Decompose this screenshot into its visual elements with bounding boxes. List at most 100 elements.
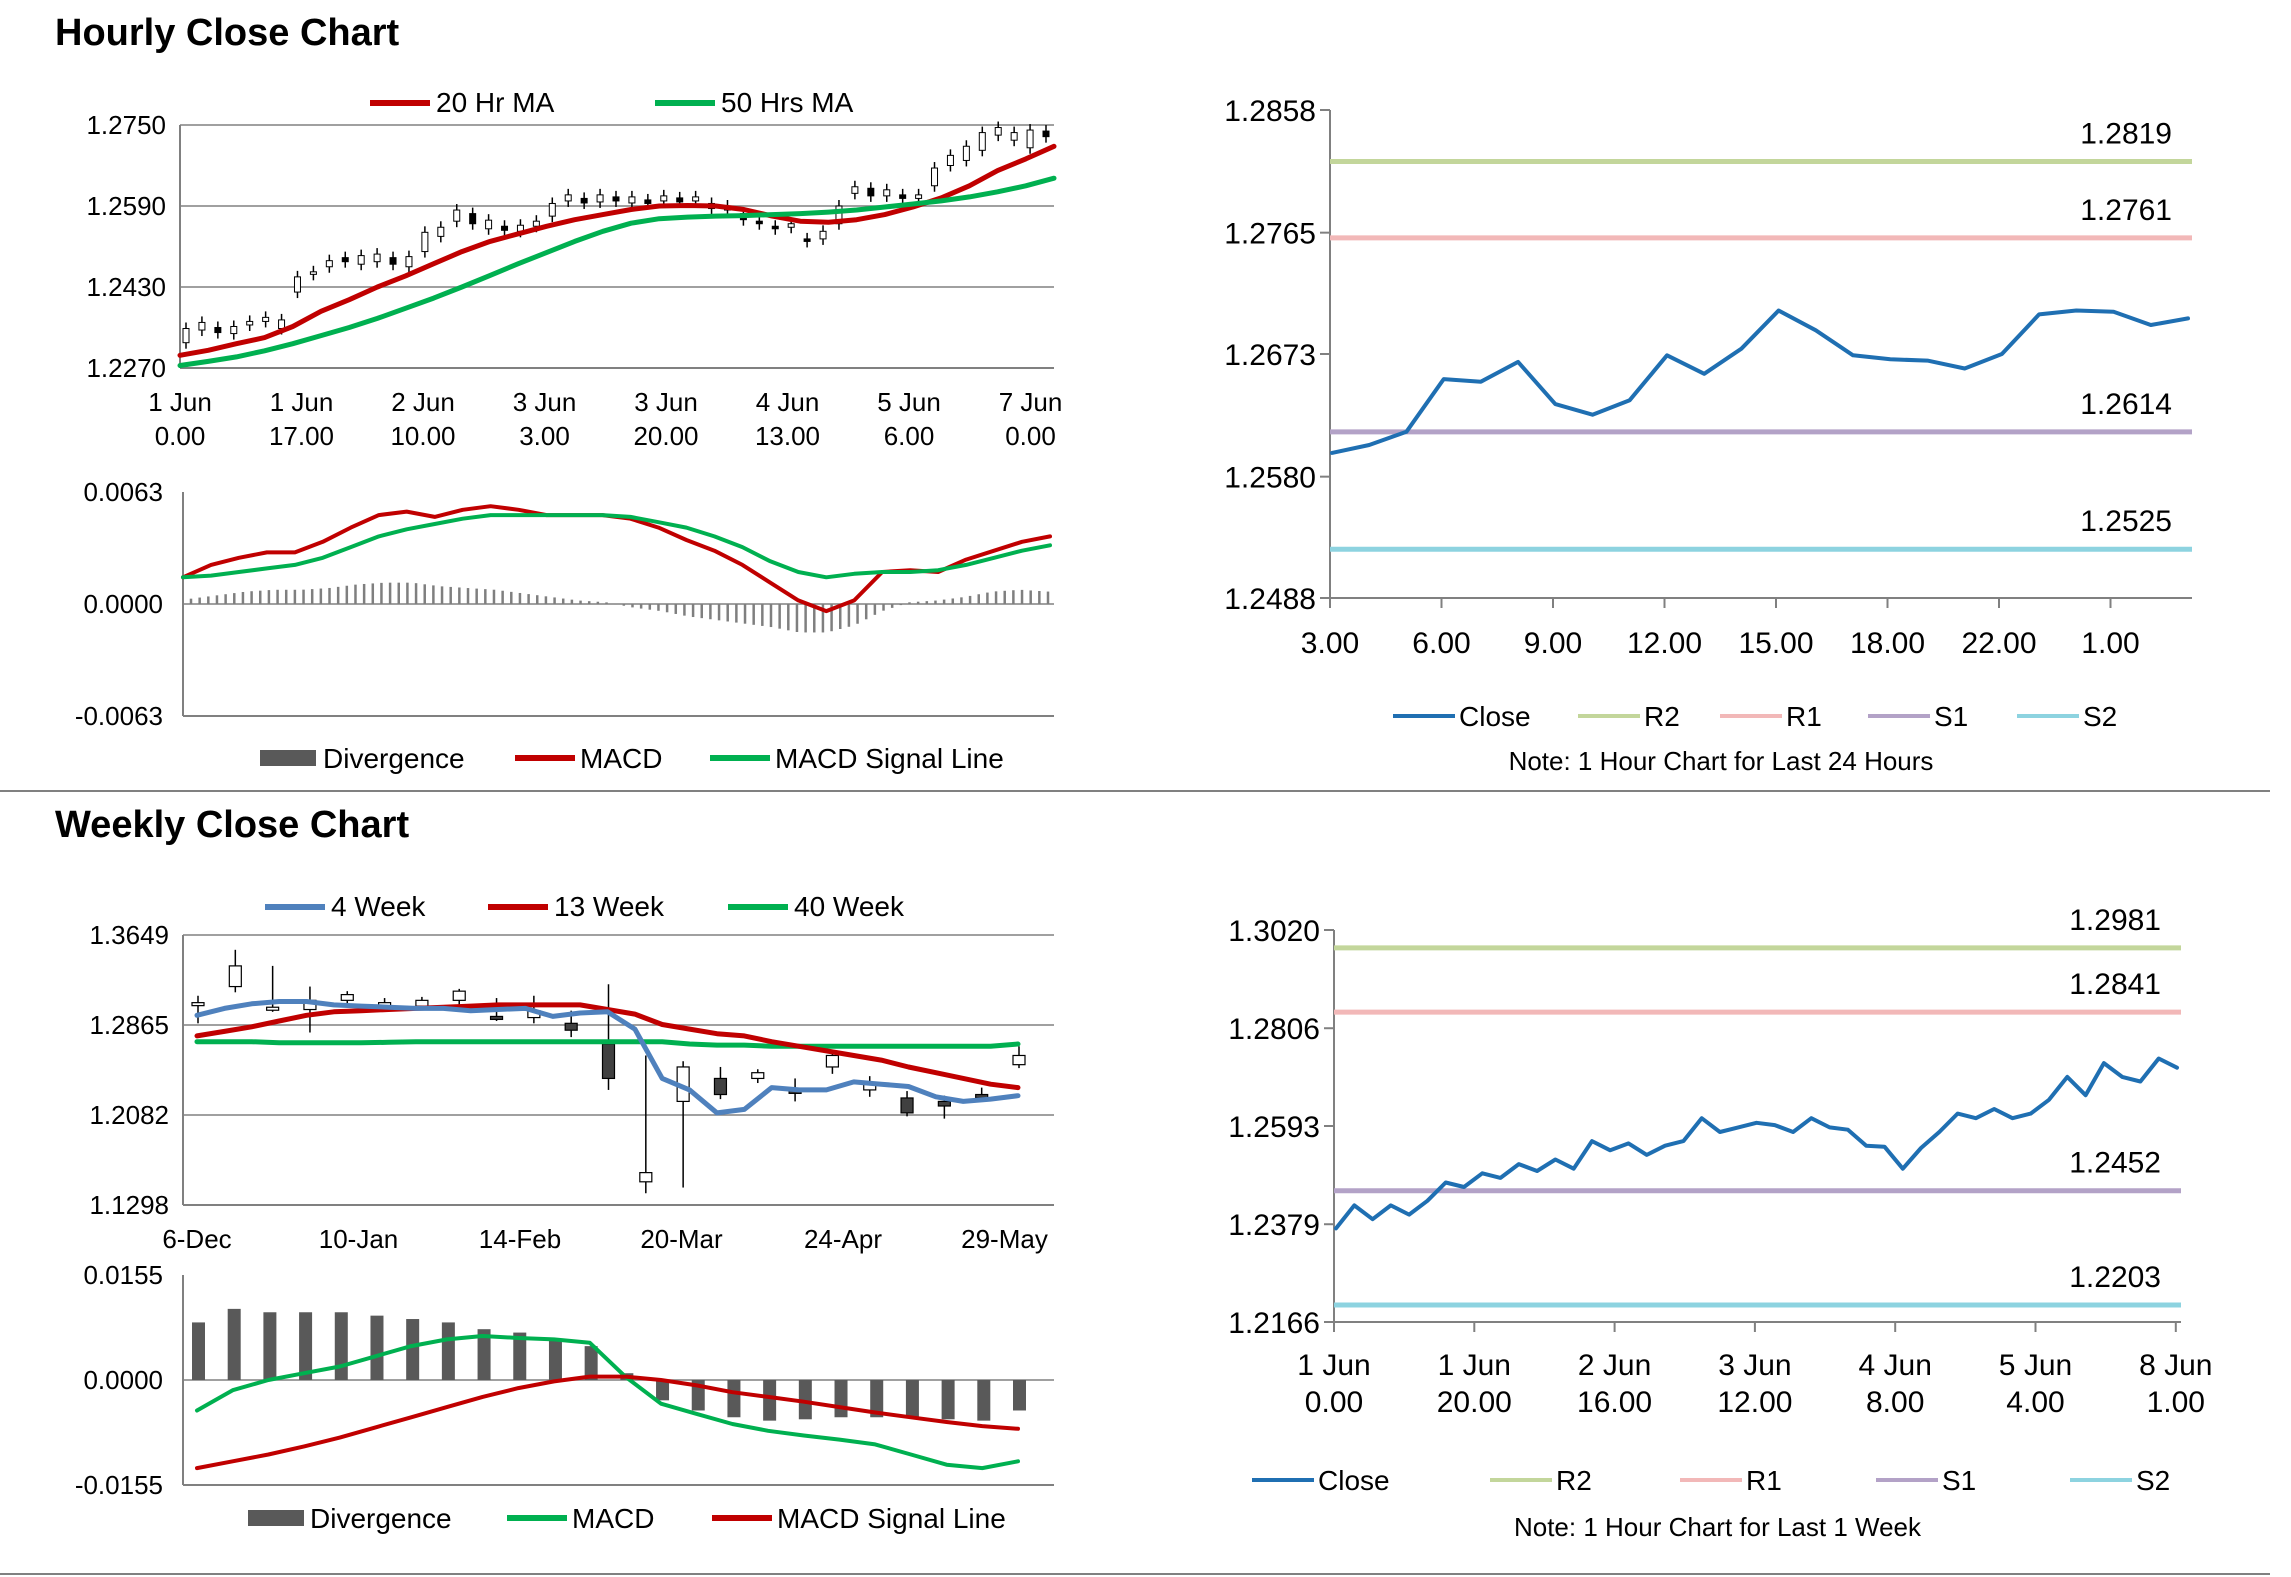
hourly-close-s2-level-label: 1.2525 <box>2080 505 2172 538</box>
hourly-candle <box>278 319 286 330</box>
weekly-price-y-tick: 1.3649 <box>89 920 169 950</box>
weekly-candle <box>1012 1054 1026 1066</box>
weekly-close-y-tick: 1.2379 <box>1228 1209 1320 1242</box>
hourly-close-x-tick: 9.00 <box>1524 627 1582 660</box>
hourly-candle <box>548 202 556 217</box>
legend-divergence-swatch <box>260 750 316 766</box>
hourly-price-x-tick: 3 Jun <box>513 387 577 417</box>
legend-weekly-divergence-label: Divergence <box>310 1503 452 1534</box>
weekly-divergence-bar <box>763 1380 777 1421</box>
legend-20hr-ma-label: 20 Hr MA <box>436 87 555 118</box>
hourly-candle <box>1042 130 1050 138</box>
weekly-close-x-tick: 5 Jun <box>1999 1349 2072 1382</box>
hourly-close-y-tick: 1.2673 <box>1224 339 1316 372</box>
hourly-candle <box>373 253 381 263</box>
weekly-divergence-bar <box>834 1380 848 1418</box>
hourly-candle <box>421 231 429 253</box>
hourly-candle <box>564 194 572 202</box>
weekly-close-legend-close-label: Close <box>1318 1465 1390 1496</box>
weekly-candle <box>228 965 242 988</box>
hourly-candle <box>915 194 923 199</box>
weekly-divergence-bar <box>299 1312 313 1380</box>
weekly-price-y-tick: 1.1298 <box>89 1190 169 1220</box>
weekly-divergence-bar <box>1013 1380 1026 1411</box>
hourly-50hrs-ma-line <box>177 175 1057 368</box>
hourly-candle <box>596 194 604 203</box>
hourly-price-x-tick: 3.00 <box>519 421 570 451</box>
hourly-candle <box>532 220 540 227</box>
hourly-close-x-tick: 22.00 <box>1961 627 2036 660</box>
weekly-divergence-bar <box>441 1322 455 1380</box>
hourly-candle <box>755 220 763 225</box>
weekly-divergence-bar <box>727 1380 741 1418</box>
weekly-price-x-tick: 14-Feb <box>479 1224 561 1254</box>
hourly-candle <box>946 154 954 166</box>
weekly-candle <box>415 999 429 1007</box>
weekly-close-legend-s1-label: S1 <box>1942 1465 1976 1496</box>
hourly-price-x-tick: 5 Jun <box>877 387 941 417</box>
weekly-candle <box>639 1172 653 1183</box>
weekly-price-x-tick: 24-Apr <box>804 1224 882 1254</box>
weekly-divergence-bar <box>977 1380 991 1421</box>
hourly-close-y-tick: 1.2488 <box>1224 583 1316 616</box>
hourly-candle <box>931 167 939 187</box>
hourly-close-close-line <box>1330 308 2190 455</box>
weekly-candle <box>340 994 354 1001</box>
weekly-divergence-bar <box>548 1339 562 1380</box>
weekly-close-s2-level-label: 1.2203 <box>2069 1261 2161 1294</box>
hourly-close-x-tick: 1.00 <box>2081 627 2139 660</box>
hourly-candle <box>469 213 477 225</box>
weekly-close-x-tick: 4.00 <box>2006 1386 2064 1419</box>
weekly-close-y-tick: 1.2806 <box>1228 1013 1320 1046</box>
hourly-price-x-tick: 0.00 <box>1005 421 1056 451</box>
weekly-divergence-bar <box>905 1380 919 1418</box>
weekly-divergence-bar <box>513 1332 527 1380</box>
weekly-close-x-tick: 1 Jun <box>1297 1349 1370 1382</box>
hourly-candle <box>325 260 333 268</box>
hourly-macd-signal-line <box>181 513 1052 580</box>
weekly-macd-line <box>195 1334 1020 1471</box>
hourly-close-x-tick: 6.00 <box>1412 627 1470 660</box>
hourly-price-x-tick: 0.00 <box>155 421 206 451</box>
weekly-close-x-tick: 16.00 <box>1577 1386 1652 1419</box>
weekly-divergence-bar <box>227 1308 241 1380</box>
weekly-candle <box>713 1077 728 1096</box>
legend-4-week-label: 4 Week <box>331 891 426 922</box>
weekly-divergence-bar <box>656 1380 670 1401</box>
legend-40-week-label: 40 Week <box>794 891 905 922</box>
hourly-section-title: Hourly Close Chart <box>55 12 400 54</box>
weekly-close-legend-r2-label: R2 <box>1556 1465 1592 1496</box>
weekly-divergence-bar <box>406 1319 420 1380</box>
hourly-candle <box>803 238 811 242</box>
legend-divergence-label: Divergence <box>323 743 465 774</box>
weekly-macd-y-tick: -0.0155 <box>75 1470 163 1500</box>
legend-13-week-label: 13 Week <box>554 891 665 922</box>
legend-50hrs-ma-label: 50 Hrs MA <box>721 87 854 118</box>
weekly-candle <box>452 990 466 1001</box>
hourly-candle <box>341 257 349 263</box>
hourly-close-r1-level-label: 1.2761 <box>2080 194 2172 227</box>
weekly-close-x-tick: 8.00 <box>1866 1386 1924 1419</box>
weekly-divergence-bar <box>941 1380 955 1420</box>
weekly-close-x-tick: 4 Jun <box>1859 1349 1932 1382</box>
hourly-close-y-tick: 1.2858 <box>1224 95 1316 128</box>
hourly-candle <box>357 255 365 265</box>
weekly-4-week-line <box>194 999 1021 1116</box>
weekly-price-x-tick: 10-Jan <box>319 1224 399 1254</box>
hourly-candle <box>851 186 859 194</box>
weekly-close-legend-s2-label: S2 <box>2136 1465 2170 1496</box>
hourly-price-y-tick: 1.2590 <box>86 191 166 221</box>
hourly-close-r2-level-label: 1.2819 <box>2080 117 2172 150</box>
weekly-candle <box>564 1022 578 1031</box>
weekly-close-x-tick: 20.00 <box>1437 1386 1512 1419</box>
hourly-candle <box>819 230 827 240</box>
hourly-price-x-tick: 6.00 <box>884 421 935 451</box>
weekly-close-x-tick: 0.00 <box>1305 1386 1363 1419</box>
hourly-candle <box>453 209 461 222</box>
weekly-price-y-tick: 1.2865 <box>89 1010 169 1040</box>
hourly-close-x-tick: 12.00 <box>1627 627 1702 660</box>
hourly-price-x-tick: 10.00 <box>390 421 455 451</box>
weekly-candle <box>937 1100 951 1107</box>
weekly-divergence-bar <box>370 1315 384 1380</box>
